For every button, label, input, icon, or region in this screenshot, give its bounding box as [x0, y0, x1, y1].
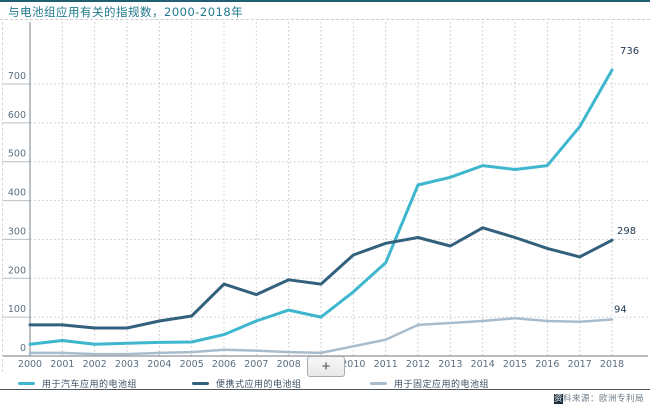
plot-left-dashed-border: [2, 22, 4, 372]
x-tick-label: 2000: [18, 359, 42, 370]
zoom-in-button[interactable]: +: [307, 356, 345, 377]
source-note: 资料来源：欧洲专利局: [553, 392, 644, 404]
plot-area: 0 100 200 300 400 500 600 700 2000 2001 2002 2003 20…: [0, 20, 650, 372]
legend-swatch: [18, 381, 35, 386]
legend-swatch: [370, 381, 387, 386]
y-tick-label: 300: [8, 226, 26, 237]
line-chart: 0 100 200 300 400 500 600 700 2000 2001 2002 2003 20…: [2, 22, 648, 370]
chart-title: 与电池组应用有关的指规数，2000-2018年: [8, 5, 244, 19]
x-tick-label: 2006: [212, 359, 236, 370]
x-tick-label: 2005: [180, 359, 204, 370]
x-tick-label: 2001: [50, 359, 74, 370]
x-tick-label: 2011: [374, 359, 398, 370]
chart-legend: 用于汽车应用的电池组 便携式应用的电池组 用于固定应用的电池组: [0, 377, 650, 390]
source-note-highlight: 资: [553, 394, 563, 404]
y-tick-label: 100: [8, 304, 26, 315]
series-line: [28, 226, 614, 330]
y-tick-label: 400: [8, 188, 26, 199]
x-tick-label: 2004: [147, 359, 171, 370]
x-tick-label: 2003: [115, 359, 139, 370]
source-note-text: 料来源：欧洲专利局: [562, 394, 644, 404]
top-border-bar: [0, 0, 650, 2]
y-tick-label: 200: [8, 265, 26, 276]
y-tick-label: 500: [8, 149, 26, 160]
x-tick-label: 2017: [568, 359, 592, 370]
series-end-label: 298: [617, 226, 636, 237]
series-2: 94: [28, 304, 627, 356]
x-tick-label: 2015: [503, 359, 527, 370]
legend-label: 便携式应用的电池组: [216, 380, 302, 390]
x-tick-label: 2014: [471, 359, 495, 370]
legend-item-1[interactable]: 便携式应用的电池组: [192, 377, 302, 390]
series-1: 298: [28, 226, 636, 330]
title-bar: 与电池组应用有关的指规数，2000-2018年: [0, 2, 650, 20]
x-tick-label: 2007: [244, 359, 268, 370]
legend-item-0[interactable]: 用于汽车应用的电池组: [18, 377, 137, 390]
series-line: [28, 68, 614, 346]
x-tick-label: 2013: [438, 359, 462, 370]
series-end-label: 736: [620, 46, 639, 57]
y-tick-label: 0: [20, 343, 26, 354]
legend-swatch: [192, 381, 209, 386]
legend-label: 用于汽车应用的电池组: [42, 380, 138, 390]
series-end-label: 94: [614, 304, 627, 315]
x-tick-label: 2008: [277, 359, 301, 370]
y-tick-label: 600: [8, 110, 26, 121]
y-gridlines-and-labels: 0 100 200 300 400 500 600 700: [2, 71, 648, 357]
legend-item-2[interactable]: 用于固定应用的电池组: [370, 377, 489, 390]
x-tick-label: 2002: [83, 359, 107, 370]
y-tick-label: 700: [8, 71, 26, 82]
x-tick-label: 2018: [600, 359, 624, 370]
legend-label: 用于固定应用的电池组: [394, 380, 490, 390]
x-tick-label: 2016: [535, 359, 559, 370]
divider-line: [0, 389, 650, 390]
series-line: [28, 317, 614, 356]
x-tick-label: 2010: [341, 359, 365, 370]
x-tick-label: 2012: [406, 359, 430, 370]
series-0: 736: [28, 46, 639, 346]
